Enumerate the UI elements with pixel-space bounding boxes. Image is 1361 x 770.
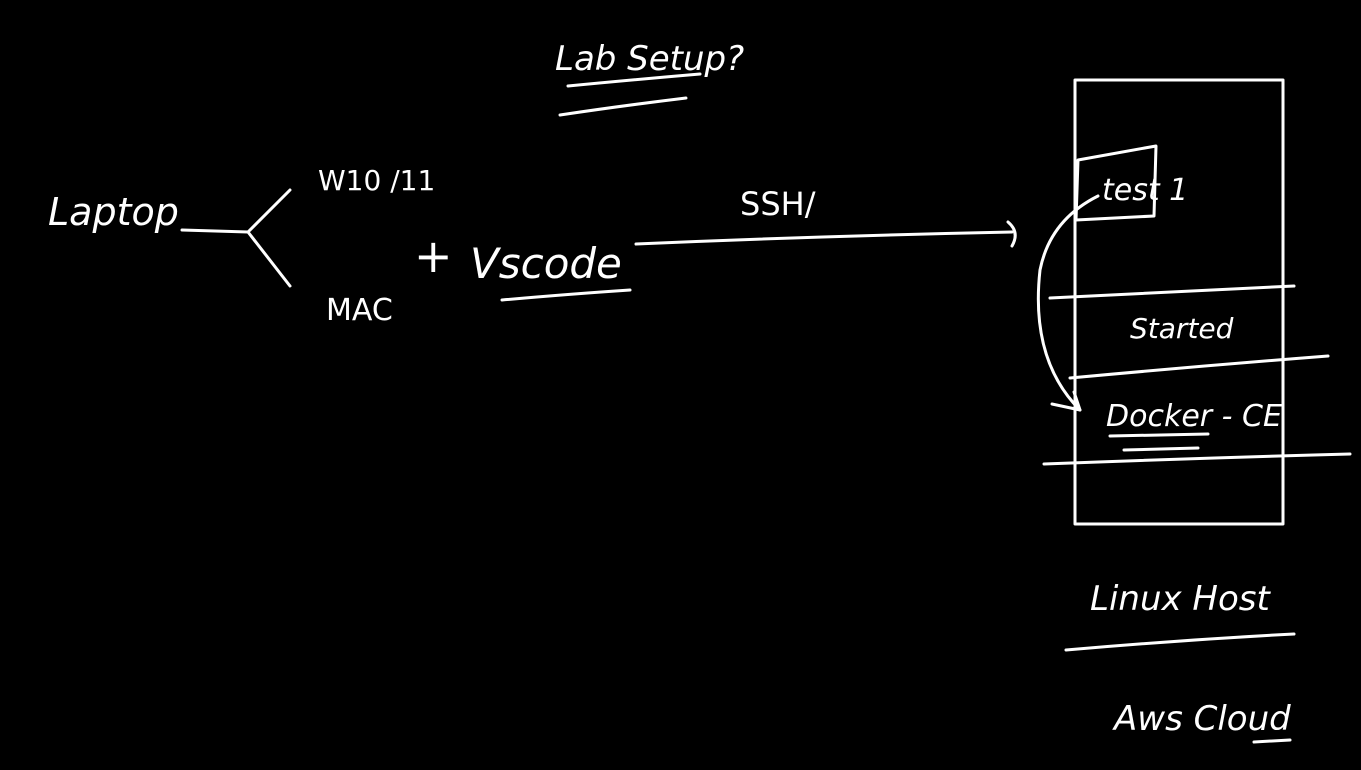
plus-sign: +: [414, 229, 453, 283]
docker-underline-1: [1108, 432, 1210, 438]
title-underline-1: [566, 72, 702, 88]
laptop-connector-line: [180, 228, 250, 234]
server-divider-3: [1042, 452, 1352, 466]
ssh-label: SSH/: [740, 185, 816, 223]
server-row-docker: Docker - CE: [1106, 399, 1282, 434]
os-branch-upper: [246, 188, 292, 234]
os-option-mac: MAC: [326, 293, 393, 328]
linux-host-underline: [1064, 632, 1296, 652]
linux-host-label: Linux Host: [1090, 579, 1271, 619]
title-underline-2: [558, 96, 688, 117]
server-divider-2: [1068, 354, 1330, 380]
ssh-arrow-head: [1006, 220, 1017, 248]
os-branch-lower: [246, 230, 292, 288]
vscode-label: Vscode: [470, 239, 622, 288]
server-divider-1: [1048, 284, 1296, 300]
os-option-windows: W10 /11: [318, 164, 435, 197]
test-to-docker-arrow-head: [1050, 390, 1082, 412]
ssh-arrow-line: [634, 230, 1014, 246]
aws-cloud-label: Aws Cloud: [1112, 699, 1291, 739]
vscode-underline: [500, 288, 632, 302]
aws-cloud-underline: [1252, 738, 1292, 744]
test-to-docker-arrow: [1036, 194, 1100, 412]
server-box: [1073, 78, 1285, 526]
server-row-test: test 1: [1102, 173, 1188, 208]
test-box: [1074, 144, 1158, 222]
server-row-started: Started: [1130, 312, 1234, 345]
diagram-title: Lab Setup?: [555, 39, 744, 79]
laptop-label: Laptop: [48, 190, 179, 234]
docker-underline-2: [1122, 446, 1200, 452]
